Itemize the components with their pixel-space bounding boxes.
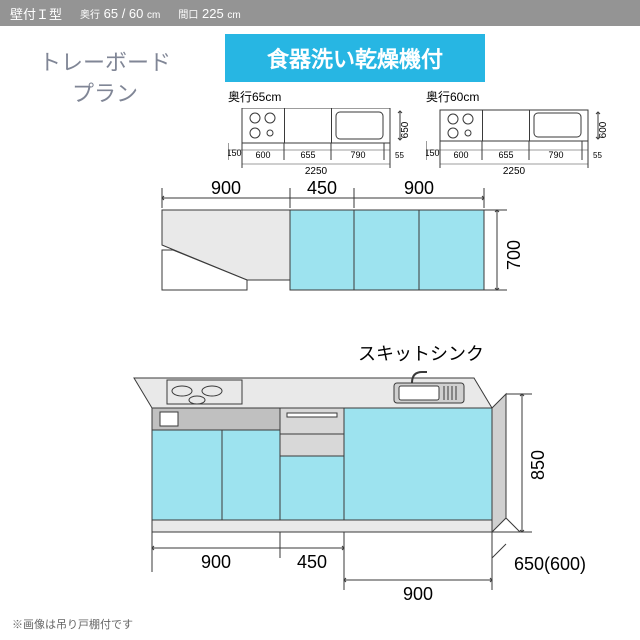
svg-text:600: 600: [598, 121, 608, 138]
sink-label: スキットシンク: [358, 344, 484, 364]
depth-label: 奥行: [80, 10, 100, 21]
width-group: 間口 225 cm: [178, 6, 240, 21]
svg-text:900: 900: [403, 584, 433, 604]
svg-text:450: 450: [307, 180, 337, 198]
depth-group: 奥行 65 / 60 cm: [80, 6, 160, 21]
width-label: 間口: [178, 10, 198, 21]
mini-plan-60: 奥行60cm 600 150 600 655 790 55 2250: [426, 88, 608, 178]
spec-header: 壁付Ｉ型 奥行 65 / 60 cm 間口 225 cm: [0, 0, 640, 26]
dim-h: 650: [400, 121, 410, 138]
upper-cabinets: [162, 210, 484, 290]
dim-lm: 150: [228, 148, 242, 158]
svg-text:600: 600: [453, 150, 468, 160]
svg-text:700: 700: [504, 240, 524, 270]
mini-plan-65-svg: 650 150 600 655 790 55 2250: [228, 108, 410, 178]
elevation-diagram: 900 450 900 700 スキットシンク: [112, 180, 592, 610]
svg-text:2250: 2250: [503, 166, 526, 177]
mini-plan-65: 奥行65cm 650 150 600 655 790 55 2250: [228, 88, 410, 178]
plan-title-line1: トレーボード: [15, 48, 195, 79]
base-cabinets: [152, 408, 492, 532]
plan-title: トレーボード プラン: [15, 48, 195, 110]
depth-value: 65 / 60: [104, 6, 144, 21]
width-value: 225: [202, 6, 224, 21]
svg-text:2250: 2250: [305, 166, 328, 177]
depth-unit: cm: [147, 10, 160, 21]
plan-title-line2: プラン: [15, 79, 195, 110]
svg-text:600: 600: [255, 150, 270, 160]
svg-text:655: 655: [300, 150, 315, 160]
width-unit: cm: [227, 10, 240, 21]
svg-text:900: 900: [211, 180, 241, 198]
svg-text:655: 655: [498, 150, 513, 160]
mini-plan-60-svg: 600 150 600 655 790 55 2250: [426, 108, 608, 178]
svg-text:650(600): 650(600): [514, 554, 586, 574]
svg-text:150: 150: [426, 148, 440, 158]
svg-text:450: 450: [297, 552, 327, 572]
feature-banner: 食器洗い乾燥機付: [225, 34, 485, 82]
svg-text:790: 790: [548, 150, 563, 160]
mini-plan-label: 奥行65cm: [228, 88, 410, 105]
svg-text:900: 900: [201, 552, 231, 572]
type-label: 壁付Ｉ型: [10, 4, 62, 23]
svg-text:55: 55: [593, 151, 602, 160]
svg-text:790: 790: [350, 150, 365, 160]
countertop: [134, 372, 492, 408]
elevation-svg: 900 450 900 700 スキットシンク: [112, 180, 592, 620]
footnote: ※画像は吊り戸棚付です: [12, 616, 133, 632]
mini-plan-label: 奥行60cm: [426, 88, 608, 105]
svg-text:850: 850: [528, 450, 548, 480]
svg-text:55: 55: [395, 151, 404, 160]
svg-text:900: 900: [404, 180, 434, 198]
